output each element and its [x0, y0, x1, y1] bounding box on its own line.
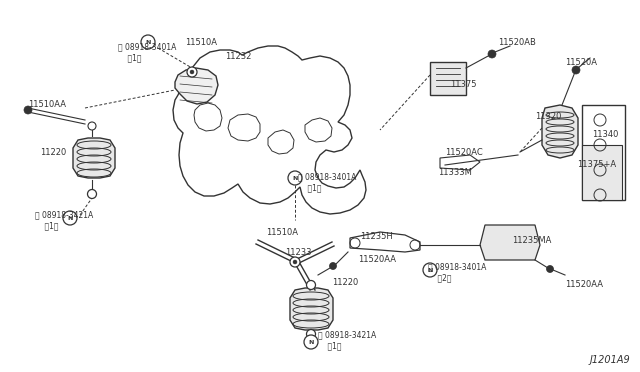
Circle shape — [330, 263, 337, 269]
Text: 11520AA: 11520AA — [358, 255, 396, 264]
Circle shape — [488, 50, 496, 58]
Circle shape — [187, 67, 197, 77]
Text: 11520AB: 11520AB — [498, 38, 536, 47]
Text: 11510AA: 11510AA — [28, 100, 66, 109]
Polygon shape — [175, 68, 218, 104]
Text: 11520A: 11520A — [565, 58, 597, 67]
Circle shape — [88, 122, 96, 130]
Text: ⓘ 08918-3421A
    （1）: ⓘ 08918-3421A （1） — [318, 330, 376, 350]
Text: N: N — [428, 267, 433, 273]
Text: 11232: 11232 — [225, 52, 252, 61]
Text: N: N — [292, 176, 298, 180]
Polygon shape — [542, 105, 578, 158]
Circle shape — [307, 280, 316, 289]
Text: 11375+A: 11375+A — [577, 160, 616, 169]
Text: 11320: 11320 — [535, 112, 561, 121]
Text: ⓘ 08918-3401A
    （2）: ⓘ 08918-3401A （2） — [428, 262, 486, 282]
Circle shape — [304, 335, 318, 349]
Polygon shape — [430, 62, 466, 95]
Circle shape — [307, 330, 316, 339]
Text: 11333M: 11333M — [438, 168, 472, 177]
Polygon shape — [73, 138, 115, 178]
Text: 11510A: 11510A — [266, 228, 298, 237]
Circle shape — [288, 171, 302, 185]
Polygon shape — [582, 145, 622, 200]
Text: 11375: 11375 — [450, 80, 477, 89]
Circle shape — [547, 266, 554, 273]
Circle shape — [293, 260, 297, 264]
Text: J1201A9: J1201A9 — [589, 355, 630, 365]
Text: N: N — [308, 340, 314, 344]
Circle shape — [190, 70, 194, 74]
Text: N: N — [145, 39, 150, 45]
Text: 11220: 11220 — [40, 148, 67, 157]
Text: 11510A: 11510A — [185, 38, 217, 47]
Text: ⓘ 08918-3401A
    （1）: ⓘ 08918-3401A （1） — [118, 42, 177, 62]
Circle shape — [63, 211, 77, 225]
Circle shape — [24, 106, 32, 114]
Text: ⓘ 08918-3421A
    （1）: ⓘ 08918-3421A （1） — [35, 210, 93, 230]
Text: 11520AA: 11520AA — [565, 280, 603, 289]
Circle shape — [88, 189, 97, 199]
Polygon shape — [480, 225, 540, 260]
Circle shape — [290, 257, 300, 267]
Text: 11233: 11233 — [285, 248, 312, 257]
Text: 11340: 11340 — [592, 130, 618, 139]
Text: 11235MA: 11235MA — [512, 236, 552, 245]
Polygon shape — [290, 288, 333, 330]
Circle shape — [141, 35, 155, 49]
Text: ⓘ 08918-3401A
    （1）: ⓘ 08918-3401A （1） — [298, 172, 356, 192]
Circle shape — [572, 66, 580, 74]
Text: 11235H: 11235H — [360, 232, 393, 241]
Text: 11520AC: 11520AC — [445, 148, 483, 157]
Circle shape — [423, 263, 437, 277]
Text: 11220: 11220 — [332, 278, 358, 287]
Text: N: N — [67, 215, 73, 221]
